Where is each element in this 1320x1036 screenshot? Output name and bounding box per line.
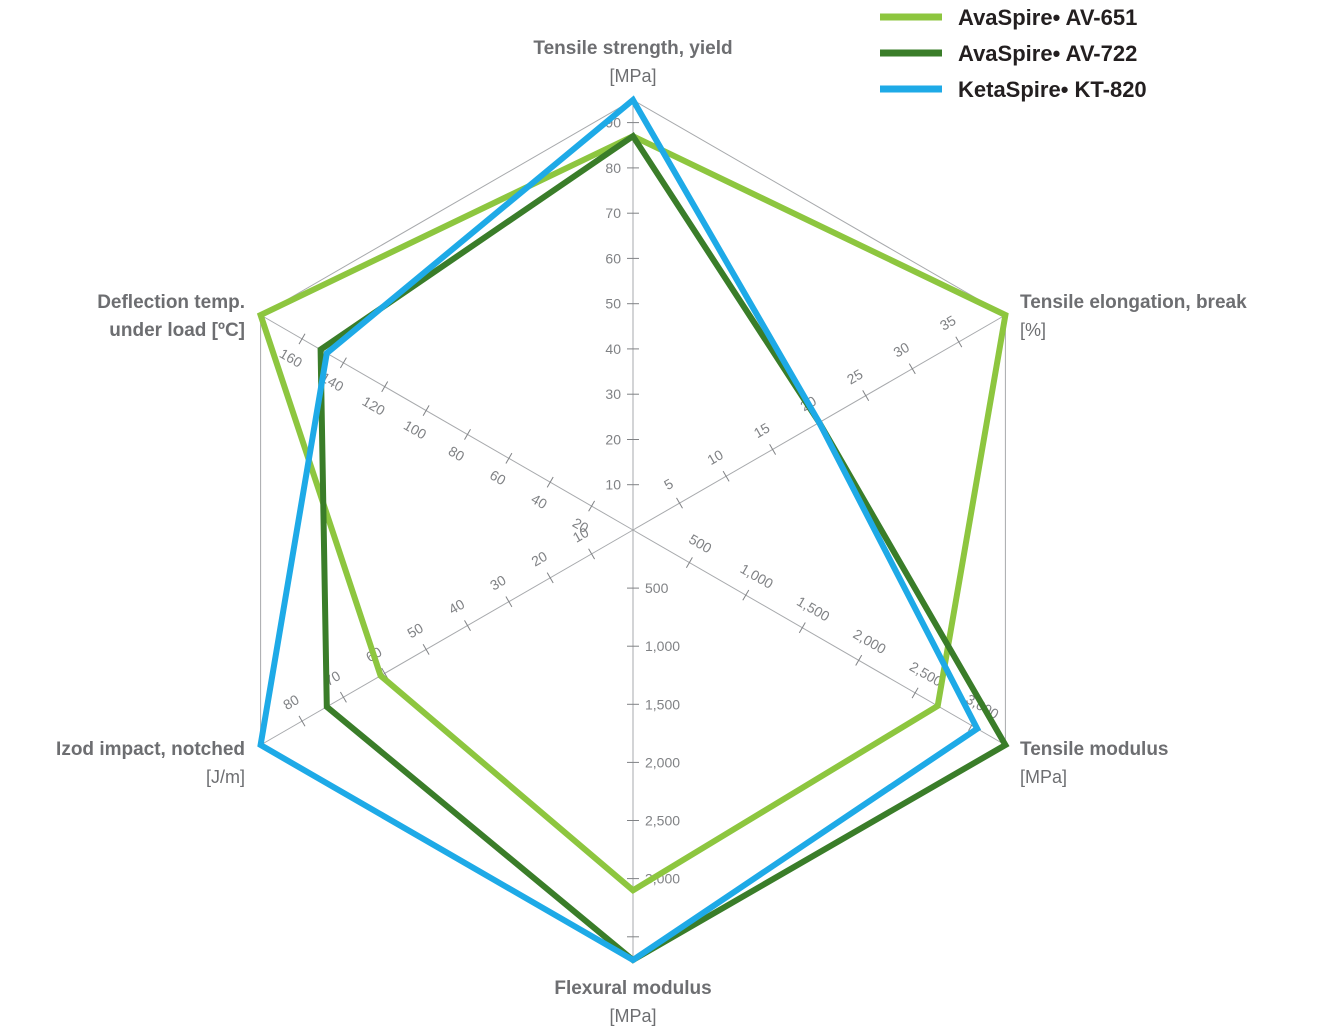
tick-mark — [722, 470, 730, 482]
tick-mark — [742, 589, 750, 601]
tick-label: 50 — [404, 619, 426, 641]
axis-ticks: 10203040506070809051015202530355001,0001… — [277, 115, 1002, 938]
tick-label: 30 — [605, 386, 621, 402]
tick-mark — [464, 620, 471, 632]
tick-mark — [676, 497, 683, 509]
tick-mark — [855, 654, 863, 666]
axis-unit-flexural_modulus: [MPa] — [609, 1006, 656, 1026]
tick-label: 20 — [605, 432, 621, 448]
tick-mark — [685, 557, 693, 569]
tick-label: 1,000 — [645, 638, 680, 654]
tick-label: 40 — [446, 596, 468, 618]
tick-mark — [339, 691, 347, 703]
tick-mark — [911, 687, 919, 699]
tick-label: 80 — [605, 160, 621, 176]
series-line-2 — [257, 95, 982, 964]
tick-label: 50 — [605, 296, 621, 312]
axis-label-tensile_elongation: Tensile elongation, break — [1020, 292, 1247, 313]
legend-label-0: AvaSpire• AV-651 — [958, 5, 1137, 30]
tick-mark — [588, 500, 596, 512]
series-lines — [256, 95, 1010, 964]
axis-label-deflection_temp: Deflection temp. — [97, 292, 245, 313]
tick-label: 120 — [360, 393, 388, 419]
tick-label: 5 — [661, 475, 676, 493]
tick-label: 60 — [605, 250, 621, 266]
tick-label: 60 — [487, 467, 509, 489]
tick-label: 25 — [844, 366, 866, 388]
tick-label: 1,500 — [794, 593, 833, 624]
tick-label: 80 — [280, 691, 302, 713]
tick-mark — [339, 357, 347, 369]
tick-mark — [798, 622, 806, 634]
axis-unit-tensile_strength: [MPa] — [609, 66, 656, 86]
axis-labels: Tensile strength, yield [MPa] Tensile elon… — [56, 38, 1247, 1026]
tick-label: 35 — [937, 312, 959, 334]
legend: AvaSpire• AV-651 AvaSpire• AV-722 KetaSpir… — [880, 5, 1147, 102]
tick-mark — [381, 667, 389, 679]
tick-label: 10 — [570, 524, 592, 546]
tick-label: 2,000 — [851, 626, 890, 657]
tick-label: 30 — [487, 572, 509, 594]
axis-label-tensile_strength: Tensile strength, yield — [533, 38, 732, 59]
tick-label: 30 — [891, 339, 913, 361]
tick-label: 100 — [401, 417, 429, 443]
tick-mark — [422, 405, 430, 417]
tick-label: 20 — [570, 514, 592, 536]
axis-label-tensile_modulus: Tensile modulus — [1020, 739, 1169, 760]
axis-unit-tensile_modulus: [MPa] — [1020, 767, 1067, 787]
tick-mark — [422, 643, 430, 655]
axis-line-tensile_modulus — [632, 529, 1006, 746]
tick-label: 1,500 — [645, 696, 680, 712]
tick-label: 10 — [605, 477, 621, 493]
tick-label: 40 — [605, 341, 621, 357]
tick-mark — [955, 336, 963, 348]
tick-label: 2,000 — [645, 754, 680, 770]
tick-label: 2,500 — [645, 813, 680, 829]
tick-label: 20 — [528, 548, 550, 570]
tick-label: 10 — [704, 446, 726, 468]
axis-line-izod_impact — [260, 529, 634, 746]
tick-mark — [298, 333, 306, 345]
axis-label-izod_impact: Izod impact, notched — [56, 739, 245, 760]
tick-mark — [381, 381, 389, 393]
tick-mark — [862, 390, 870, 402]
tick-mark — [546, 572, 554, 584]
axis-unit-tensile_elongation: [%] — [1020, 320, 1046, 340]
tick-mark — [505, 596, 513, 608]
legend-label-1: AvaSpire• AV-722 — [958, 41, 1137, 66]
tick-mark — [908, 363, 916, 375]
tick-mark — [505, 452, 513, 464]
tick-mark — [588, 548, 596, 560]
axis-label-flexural_modulus: Flexural modulus — [554, 978, 711, 999]
tick-mark — [769, 443, 777, 455]
tick-label: 80 — [446, 443, 468, 465]
axis-unit-izod_impact: [J/m] — [206, 767, 245, 787]
axis-label-deflection_temp: under load [ºC] — [109, 320, 245, 341]
tick-mark — [298, 715, 306, 727]
tick-label: 500 — [686, 531, 714, 557]
tick-label: 15 — [751, 419, 773, 441]
series-line-0 — [256, 132, 1009, 894]
tick-mark — [464, 428, 471, 440]
tick-label: 160 — [277, 345, 305, 371]
tick-label: 500 — [645, 580, 669, 596]
tick-label: 1,000 — [738, 560, 777, 591]
legend-label-2: KetaSpire• KT-820 — [958, 77, 1147, 102]
axis-lines — [260, 100, 1006, 960]
tick-label: 70 — [605, 205, 621, 221]
tick-mark — [546, 476, 554, 488]
tick-label: 40 — [528, 490, 550, 512]
